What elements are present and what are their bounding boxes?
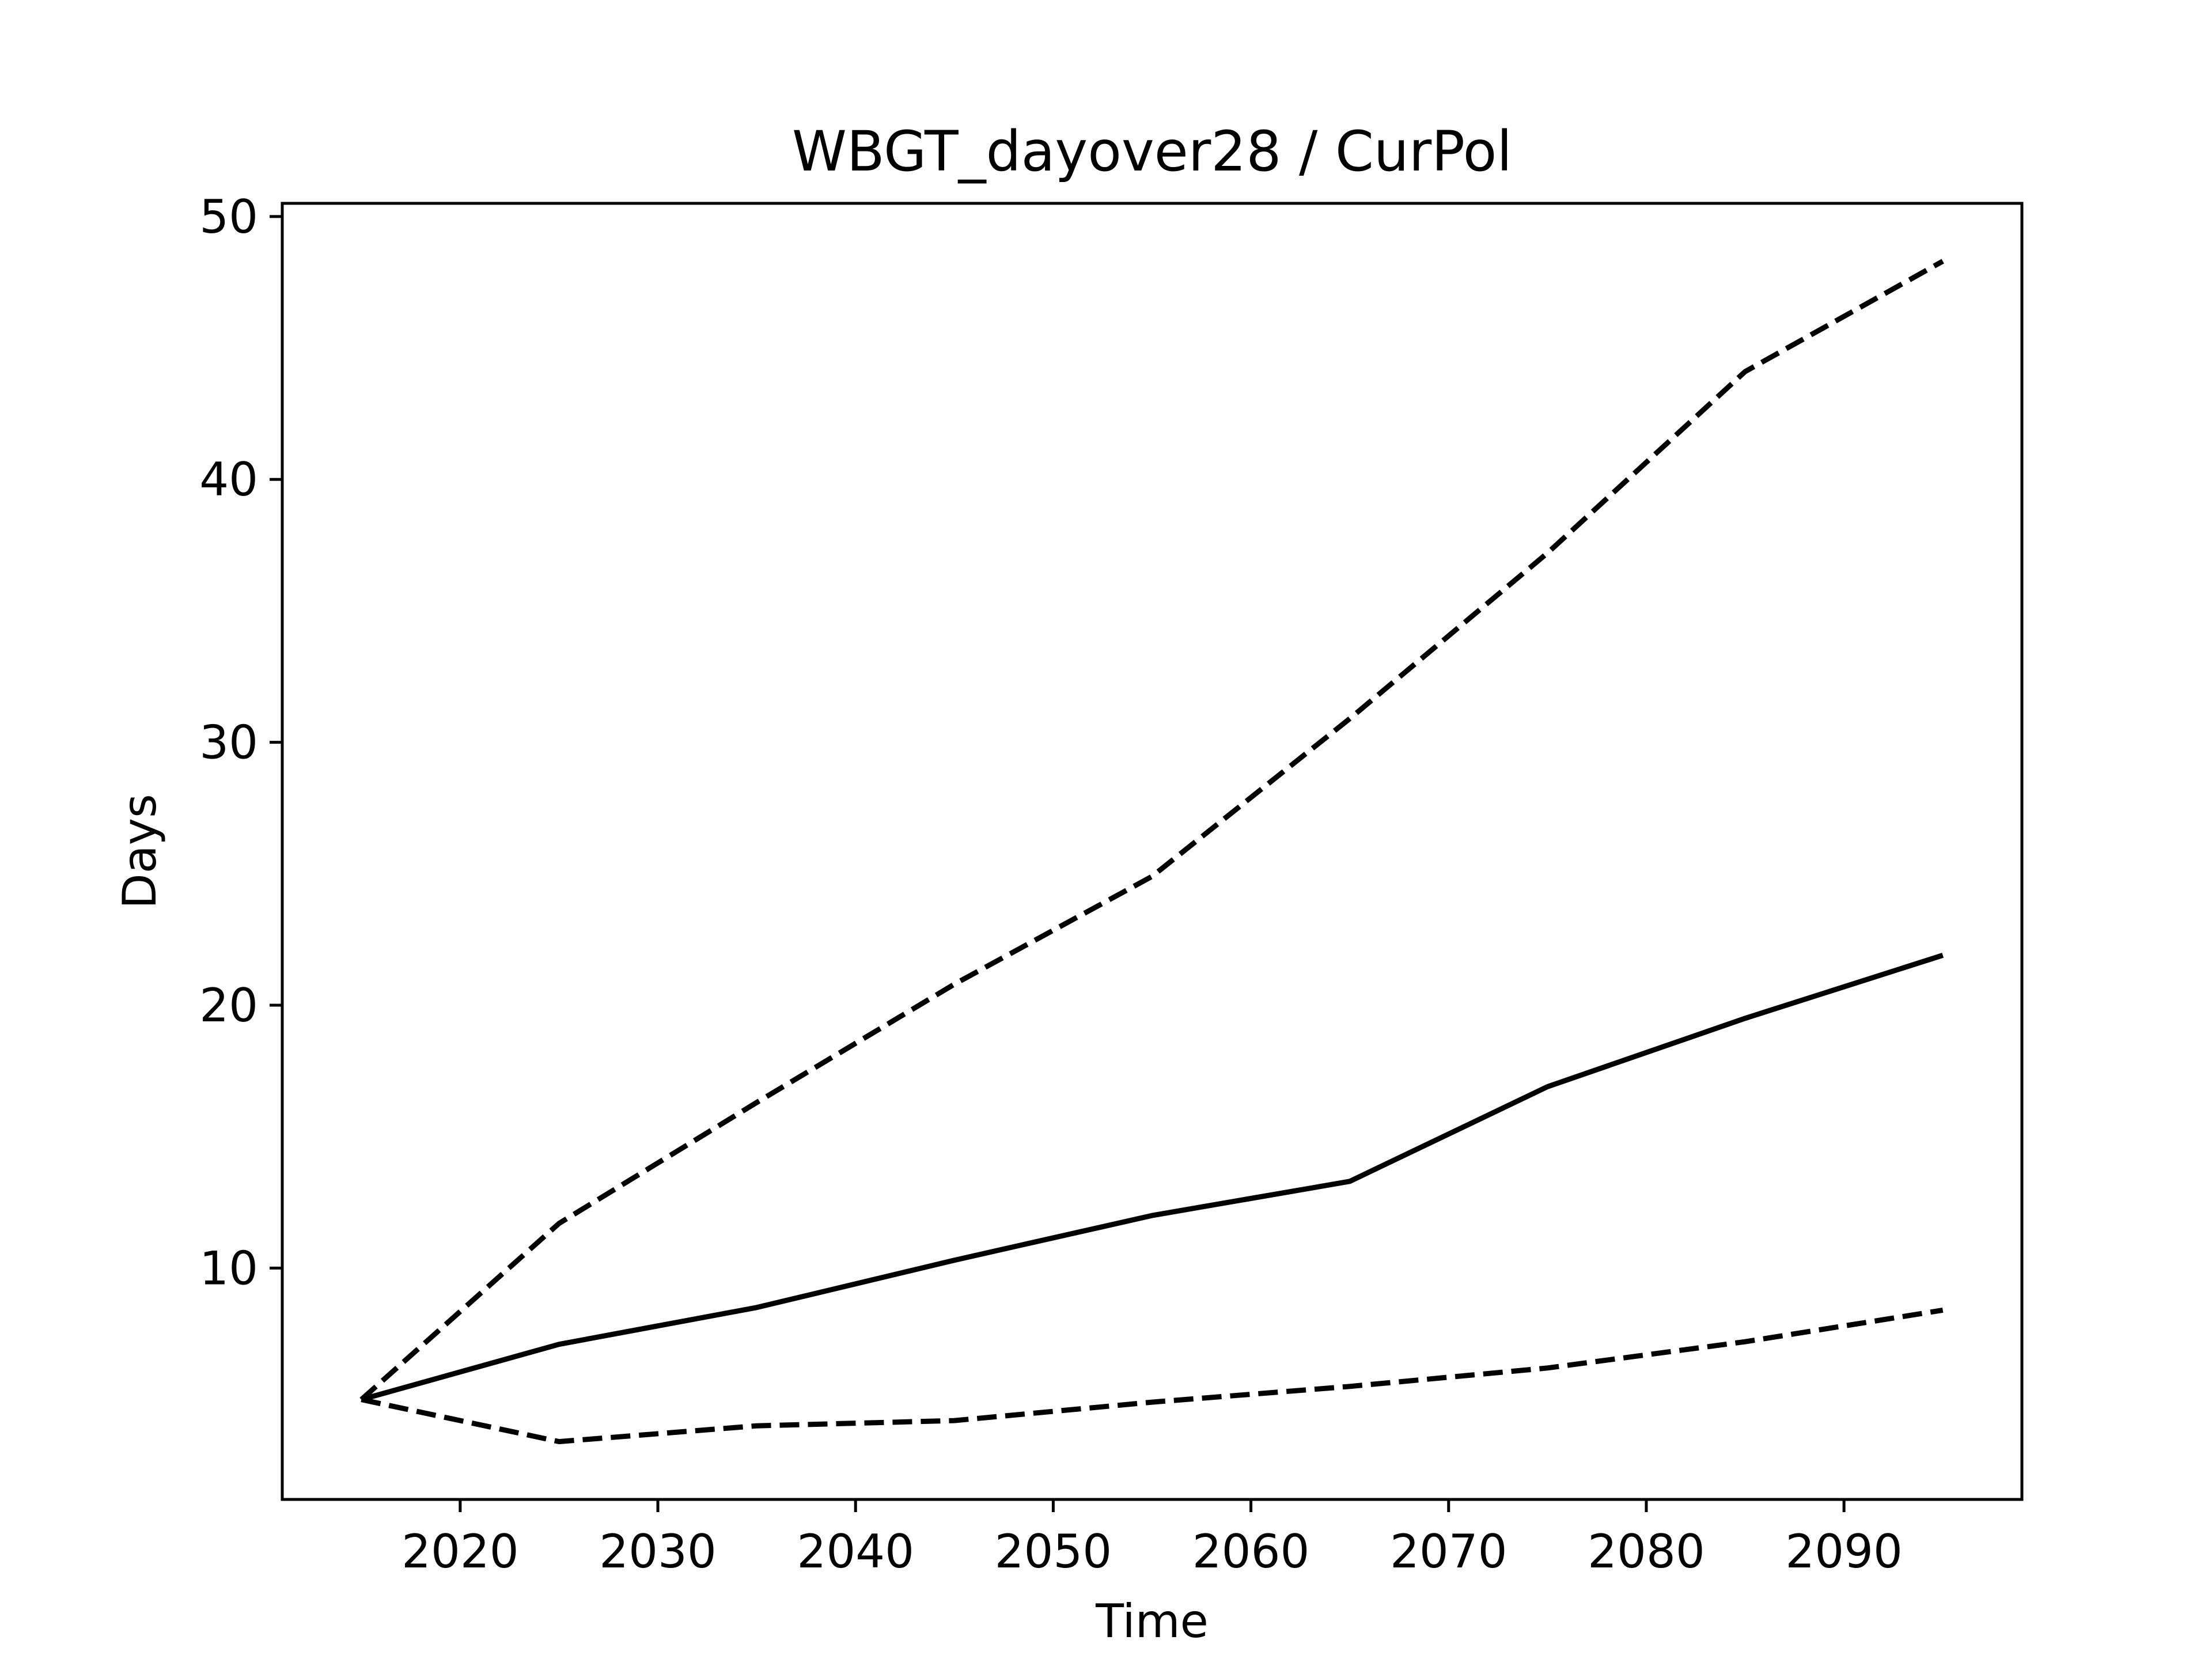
series-median-line <box>361 953 1944 1402</box>
x-tick-label: 2080 <box>1588 1525 1705 1578</box>
y-axis-label: Days <box>113 794 166 909</box>
y-tick-label: 40 <box>199 453 258 506</box>
chart-title: WBGT_dayover28 / CurPol <box>792 119 1512 184</box>
x-tick-label: 2030 <box>599 1525 717 1578</box>
y-tick-label: 20 <box>199 979 258 1032</box>
y-tick-label: 30 <box>199 716 258 770</box>
series-upper-line <box>359 259 1944 1402</box>
x-tick-label: 2060 <box>1192 1525 1310 1578</box>
x-tick-label: 2050 <box>995 1525 1112 1578</box>
plot-frame <box>281 202 2024 1501</box>
y-tick-label: 50 <box>199 190 258 244</box>
x-tick-label: 2040 <box>797 1525 914 1578</box>
series-lower-line <box>361 1307 1944 1445</box>
plot-area <box>359 259 1944 1445</box>
x-tick-label: 2020 <box>402 1525 519 1578</box>
x-axis-label: Time <box>1095 1594 1209 1648</box>
x-tick-label: 2090 <box>1785 1525 1903 1578</box>
y-tick-label: 10 <box>199 1241 258 1295</box>
x-tick-label: 2070 <box>1390 1525 1508 1578</box>
